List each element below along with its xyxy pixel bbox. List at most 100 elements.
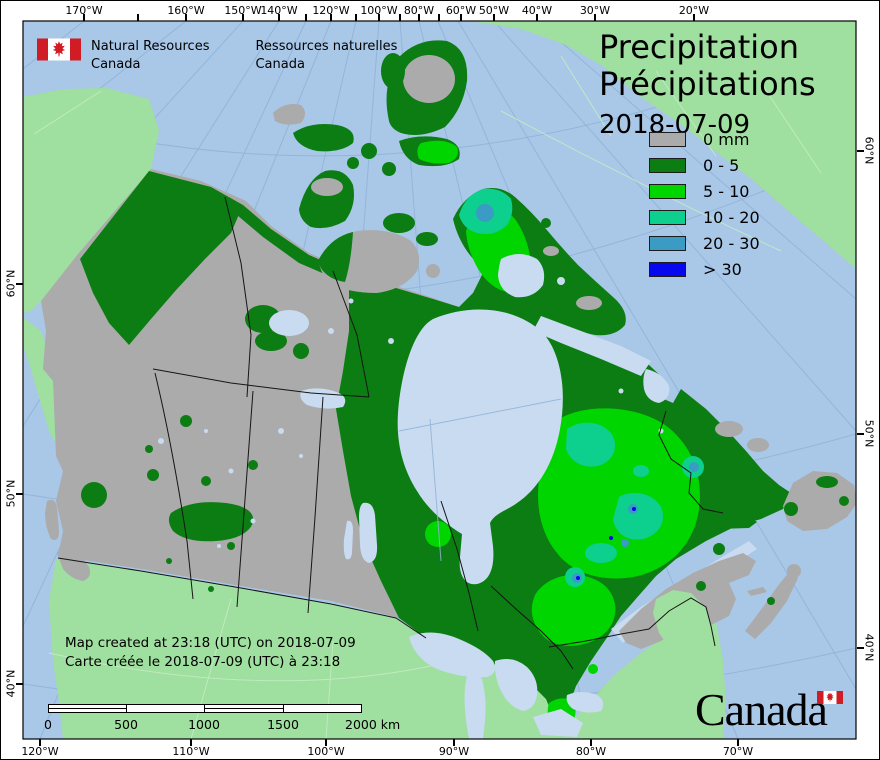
small-lakes: [158, 277, 664, 548]
axis-tick: [453, 739, 455, 746]
longitude-label-top: 50°W: [478, 4, 510, 17]
legend-row: 20 - 30: [649, 235, 760, 251]
canada-flag-icon: [817, 691, 843, 704]
logo-fr-line2: Canada: [255, 56, 305, 72]
axis-tick: [83, 14, 85, 21]
axis-tick: [857, 433, 864, 435]
canada-wordmark: Canada: [695, 684, 828, 735]
legend-swatch: [649, 184, 686, 199]
axis-tick: [378, 14, 380, 21]
axis-tick: [857, 647, 864, 649]
legend-row: 0 mm: [649, 129, 760, 149]
longitude-label-bottom: 90°W: [438, 745, 470, 758]
scale-bar-segment-midline: [49, 708, 126, 709]
legend-label: 0 mm: [703, 129, 750, 149]
latitude-label-right: 50°N: [862, 419, 876, 448]
lake-ontario: [566, 692, 604, 713]
axis-tick: [590, 739, 592, 746]
water-bodies: [158, 254, 757, 739]
axis-tick: [325, 739, 327, 746]
logo-en-line2: Canada: [91, 56, 141, 72]
longitude-label-bottom: 120°W: [21, 745, 59, 758]
lake-winnipegosis: [343, 520, 353, 560]
bay-graticule: [398, 398, 562, 562]
scale-bar-segments: [48, 704, 362, 713]
axis-tick: [438, 14, 440, 21]
legend-row: > 30: [649, 261, 760, 277]
scale-bar: 0 500 1000 1500 2000 km: [44, 704, 400, 732]
scale-bar-tick-label: 1000: [188, 717, 220, 732]
precipitation-legend: 0 mm 0 - 5 5 - 10 10 - 20 20 - 30 > 30: [649, 129, 760, 288]
nova-scotia: [745, 571, 798, 639]
greenland-graticule: [500, 55, 822, 252]
longitude-label-top: 100°W: [360, 4, 398, 17]
axis-tick: [16, 283, 23, 285]
longitude-label-top: 140°W: [260, 4, 298, 17]
political-borders: [57, 196, 724, 670]
axis-tick: [39, 739, 41, 746]
scale-bar-tick-label: 500: [114, 717, 138, 732]
title-en: Precipitation: [599, 28, 800, 66]
legend-swatch: [649, 236, 686, 251]
axis-tick: [693, 14, 695, 21]
lake-huron: [494, 659, 538, 711]
logo-fr-line1: Ressources naturelles: [255, 39, 398, 54]
vancouver-island: [57, 549, 91, 581]
longitude-label-bottom: 70°W: [722, 745, 754, 758]
nrcan-logo: Natural Resources Canada Ressources natu…: [37, 38, 397, 73]
newfoundland: [783, 471, 856, 531]
axis-tick: [460, 14, 462, 21]
longitude-label-bottom: 80°W: [575, 745, 607, 758]
legend-swatch: [649, 210, 686, 225]
scale-bar-segment: [48, 704, 127, 713]
scale-bar-segment: [126, 704, 205, 713]
lake-michigan: [464, 670, 486, 739]
axis-tick: [737, 739, 739, 746]
longitude-label-bottom: 100°W: [307, 745, 345, 758]
longitude-label-top: 150°W: [224, 4, 262, 17]
scale-bar-segment: [283, 704, 362, 713]
hudson-bay: [397, 309, 563, 585]
longitude-label-top: 120°W: [312, 4, 350, 17]
longitude-label-top: 160°W: [167, 4, 205, 17]
latitude-label-right: 40°N: [862, 633, 876, 662]
axis-tick: [536, 14, 538, 21]
map-title: Precipitation Précipitations 2018-07-09: [599, 28, 816, 141]
quebec-precip-heavy-dots: [572, 462, 699, 583]
yukon-precip-0-5: [80, 171, 243, 345]
legend-row: 10 - 20: [649, 207, 760, 227]
credits-line-fr: Carte créée le 2018-07-09 (UTC) à 23:18: [65, 654, 341, 670]
scale-bar-tick-label: 2000 km: [345, 717, 401, 732]
legend-label: 10 - 20: [703, 207, 760, 227]
great-bear-lake: [269, 310, 309, 336]
lake-winnipeg: [359, 502, 378, 563]
axis-tick: [185, 14, 187, 21]
usa-landmass: [49, 559, 726, 739]
legend-label: 5 - 10: [703, 181, 750, 201]
axis-tick: [399, 14, 401, 21]
axis-tick: [16, 683, 23, 685]
nrcan-logo-text-en: Natural Resources Canada: [91, 38, 209, 73]
labrador-coast-gray: [715, 421, 743, 437]
axis-tick: [242, 14, 244, 21]
longitude-label-bottom: 110°W: [172, 745, 210, 758]
baffin-island: [453, 188, 626, 336]
axis-tick: [418, 14, 420, 21]
legend-swatch: [649, 132, 686, 147]
ungava-bay: [643, 369, 670, 403]
canada-flag-icon: [37, 38, 81, 61]
maine-usa: [653, 590, 713, 661]
scale-bar-segment-midline: [205, 708, 283, 709]
legend-label: 0 - 5: [703, 155, 740, 175]
haida-gwaii: [45, 499, 59, 540]
scale-bar-segment: [204, 704, 284, 713]
axis-tick: [857, 150, 864, 152]
credits-line-en: Map created at 23:18 (UTC) on 2018-07-09: [65, 635, 356, 651]
longitude-label-top: 80°W: [403, 4, 435, 17]
axis-tick: [305, 14, 307, 21]
anticosti-island: [715, 517, 757, 529]
longitude-label-top: 170°W: [65, 4, 103, 17]
map-credits: Map created at 23:18 (UTC) on 2018-07-09…: [65, 634, 356, 672]
